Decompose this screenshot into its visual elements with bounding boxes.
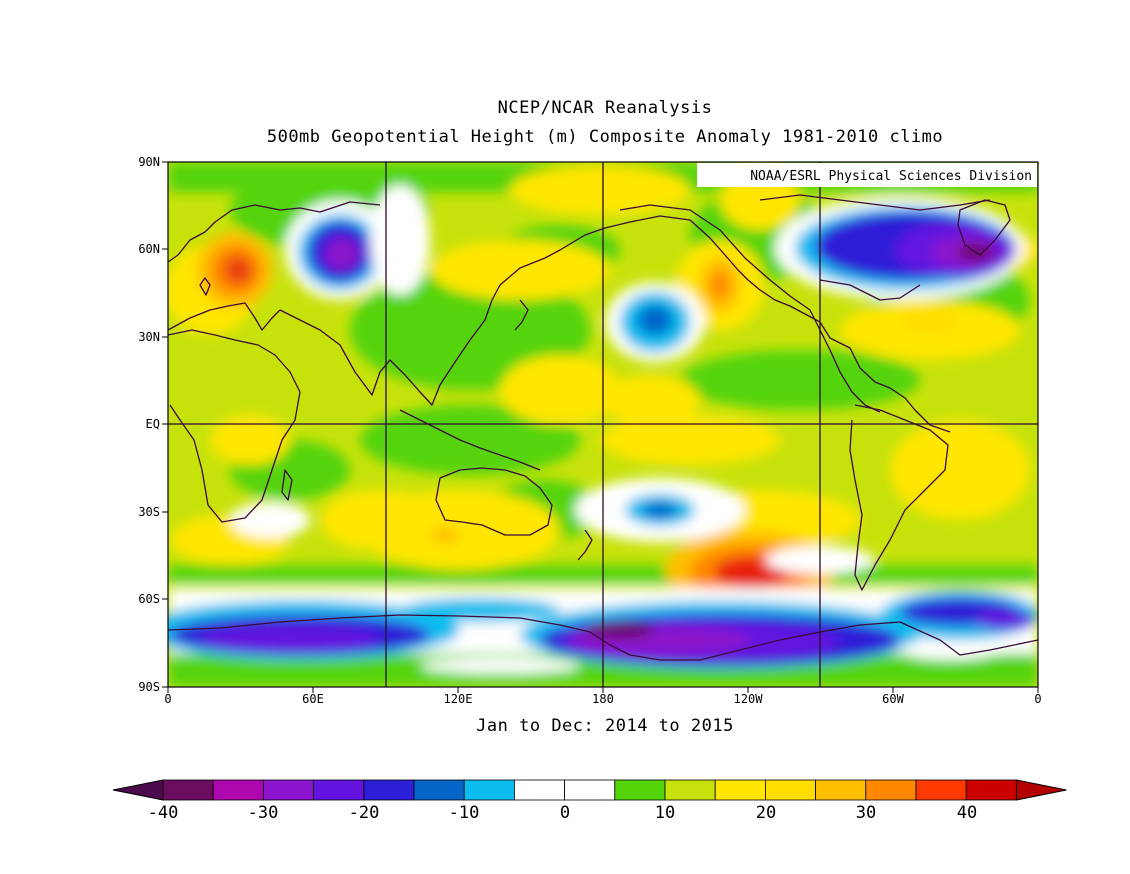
- lat-label-90s: 90S: [138, 680, 160, 694]
- colorbar-swatch: [514, 779, 566, 801]
- lon-label-120w: 120W: [733, 692, 763, 706]
- colorbar-swatch: [313, 779, 365, 801]
- colorbar-swatch: [363, 779, 415, 801]
- period-label: Jan to Dec: 2014 to 2015: [476, 716, 734, 736]
- colorbar-tick-label: 20: [755, 803, 777, 823]
- colorbar-swatch: [413, 779, 465, 801]
- colorbar-swatch: [965, 779, 1017, 801]
- colorbar-swatch: [915, 779, 967, 801]
- credit-text: NOAA/ESRL Physical Sciences Division: [750, 169, 1032, 184]
- colorbar-under-arrow: [112, 779, 164, 801]
- colorbar-swatch: [564, 779, 616, 801]
- gridlines: [168, 162, 1038, 687]
- lon-label-0: 0: [164, 692, 172, 706]
- lon-label-60e: 60E: [302, 692, 324, 706]
- lat-label-60s: 60S: [138, 592, 160, 606]
- lat-label-30n: 30N: [138, 330, 160, 344]
- colorbar-tick-label: 0: [559, 803, 571, 823]
- colorbar-swatch: [865, 779, 917, 801]
- colorbar: [112, 779, 1067, 801]
- lon-label-60w: 60W: [882, 692, 904, 706]
- colorbar-tick-label: 30: [855, 803, 877, 823]
- colorbar-tick-label: -40: [147, 803, 179, 823]
- chart-subtitle: 500mb Geopotential Height (m) Composite …: [266, 127, 944, 147]
- colorbar-tick-label: -30: [247, 803, 279, 823]
- colorbar-swatch: [714, 779, 766, 801]
- lat-label-60n: 60N: [138, 242, 160, 256]
- chart-title: NCEP/NCAR Reanalysis: [497, 98, 713, 118]
- coastlines: [168, 194, 1038, 661]
- lon-label-180: 180: [592, 692, 614, 706]
- colorbar-tick-label: 10: [654, 803, 676, 823]
- colorbar-swatch: [765, 779, 817, 801]
- lat-label-eq: EQ: [145, 417, 160, 431]
- colorbar-swatch: [463, 779, 515, 801]
- colorbar-tick-label: -10: [448, 803, 480, 823]
- axis-ticks: [162, 161, 1039, 693]
- colorbar-tick-label: -20: [348, 803, 380, 823]
- lat-label-30s: 30S: [138, 505, 160, 519]
- colorbar-tick-label: 40: [956, 803, 978, 823]
- colorbar-over-arrow: [1015, 779, 1067, 801]
- lat-label-90n: 90N: [138, 155, 160, 169]
- colorbar-swatch: [162, 779, 214, 801]
- lon-label-0-east: 0: [1034, 692, 1042, 706]
- colorbar-swatch: [664, 779, 716, 801]
- credit-box: [697, 163, 1037, 187]
- colorbar-swatch: [815, 779, 867, 801]
- colorbar-swatch: [212, 779, 264, 801]
- lon-label-120e: 120E: [443, 692, 473, 706]
- colorbar-swatch: [614, 779, 666, 801]
- colorbar-swatch: [262, 779, 314, 801]
